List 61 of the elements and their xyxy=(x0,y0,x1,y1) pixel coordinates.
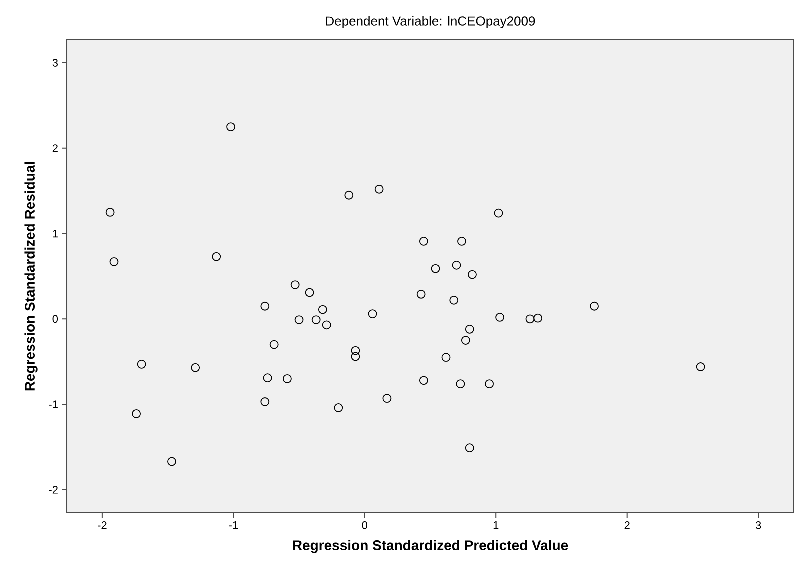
x-axis-title: Regression Standardized Predicted Value xyxy=(293,540,568,554)
y-tick-label: -2 xyxy=(49,486,58,494)
chart-title: Dependent Variable: lnCEOpay2009 xyxy=(326,16,536,28)
point xyxy=(351,346,360,356)
y-tick-label: 0 xyxy=(52,315,58,324)
point xyxy=(485,380,494,389)
point xyxy=(110,258,119,266)
y-tick-label: 2 xyxy=(52,144,58,152)
point xyxy=(382,394,392,404)
point xyxy=(450,296,459,305)
point xyxy=(374,184,384,194)
point xyxy=(458,237,466,246)
y-axis-title: Regression Standardized Residual xyxy=(24,162,38,391)
point xyxy=(419,376,428,386)
point xyxy=(318,305,328,314)
point xyxy=(191,363,200,372)
y-tick-label: 3 xyxy=(52,59,58,67)
point xyxy=(368,310,378,319)
point xyxy=(137,360,146,369)
point xyxy=(106,208,115,217)
point xyxy=(260,302,270,311)
point xyxy=(534,314,543,323)
point xyxy=(334,404,344,412)
point xyxy=(212,252,222,262)
point xyxy=(168,457,176,466)
x-tick-label: 3 xyxy=(756,522,762,530)
point xyxy=(260,398,270,406)
point xyxy=(132,410,142,418)
point xyxy=(465,324,474,334)
point xyxy=(312,316,321,324)
point xyxy=(290,280,300,290)
point xyxy=(416,290,426,299)
point xyxy=(461,336,470,345)
y-tick-label: -1 xyxy=(49,400,58,408)
point xyxy=(496,313,504,322)
point xyxy=(452,260,462,270)
x-tick-label: -1 xyxy=(229,522,238,530)
point xyxy=(442,353,451,362)
x-tick-label: 2 xyxy=(624,522,630,530)
point xyxy=(696,362,706,372)
point xyxy=(270,340,279,350)
point xyxy=(494,208,504,218)
x-tick-label: 0 xyxy=(362,522,368,530)
point xyxy=(526,314,535,324)
y-tick-label: 1 xyxy=(53,230,58,238)
point xyxy=(283,374,292,384)
x-tick-label: -2 xyxy=(98,522,107,530)
point xyxy=(263,374,272,383)
point xyxy=(294,316,304,324)
point xyxy=(322,320,332,330)
point xyxy=(468,270,477,280)
point xyxy=(305,288,314,298)
x-tick-label: 1 xyxy=(494,522,499,530)
point xyxy=(456,380,466,389)
point xyxy=(226,122,236,132)
point xyxy=(344,190,354,200)
point xyxy=(431,264,440,274)
point xyxy=(465,444,474,453)
point xyxy=(590,302,599,311)
point xyxy=(351,352,360,362)
point xyxy=(419,237,428,246)
